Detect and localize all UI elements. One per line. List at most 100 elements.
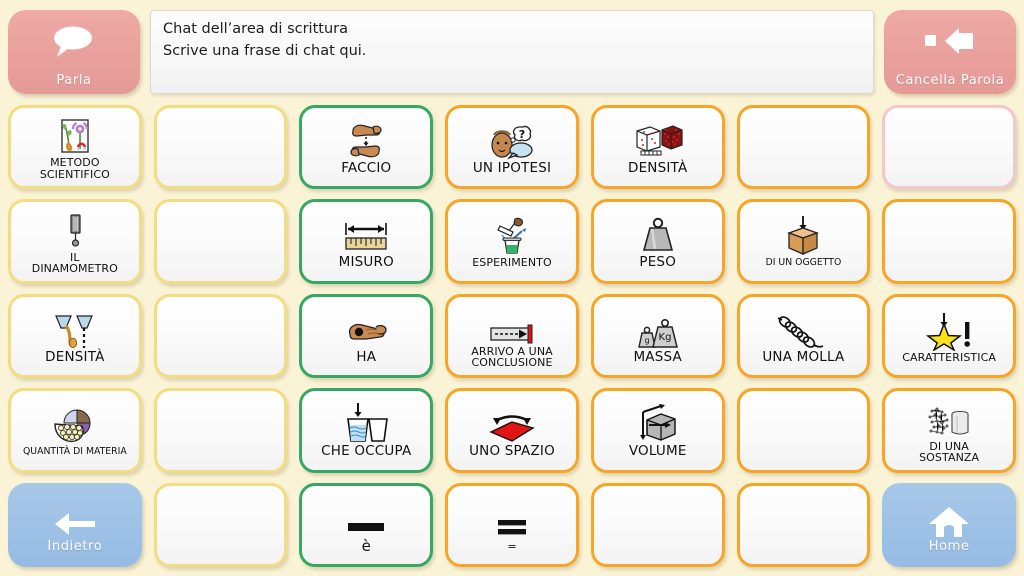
symbol-cell-una-molla[interactable]: UNA MOLLA: [736, 293, 871, 379]
grid-cell-wrap: [876, 100, 1022, 194]
speak-button[interactable]: Parla: [8, 10, 140, 94]
box-object-icon: [783, 215, 823, 257]
symbol-cell-label: CHE OCCUPA: [321, 442, 412, 459]
symbol-cell-faccio[interactable]: FACCIO: [299, 105, 434, 190]
ruler-measure-icon: [340, 213, 392, 255]
grid-cell-wrap: QUANTITÀ DI MATERIA: [2, 383, 148, 477]
symbol-cell-empty[interactable]: [153, 105, 288, 190]
symbol-cell-metodo-scientifico[interactable]: METODO SCIENTIFICO: [8, 105, 142, 190]
symbol-cell-label: PESO: [639, 254, 677, 271]
grid-cell-wrap: UNA MOLLA: [731, 289, 877, 383]
symbol-cell-label: HA: [356, 348, 377, 365]
chat-writing-area[interactable]: Chat dell’area di scrittura Scrive una f…: [150, 10, 874, 94]
symbol-cell-empty[interactable]: [153, 293, 288, 379]
symbol-cell-label: è: [361, 536, 371, 555]
symbol-cell-il-dinamometro[interactable]: IL DINAMOMETRO: [8, 199, 142, 284]
grid-cell-wrap: DI UNA SOSTANZA: [876, 383, 1022, 477]
grid-cell-wrap: CHE OCCUPA: [293, 383, 439, 477]
glass-fill-icon: [343, 402, 389, 444]
symbol-cell-label: UN IPOTESI: [472, 159, 552, 176]
back-button-label: Indietro: [47, 538, 103, 554]
symbol-cell-label: VOLUME: [628, 442, 687, 459]
backspace-icon: [884, 10, 1016, 72]
symbol-cell-label: DI UN OGGETTO: [765, 257, 842, 269]
grid-cell-wrap: Indietro: [2, 478, 148, 572]
symbol-cell-empty[interactable]: [736, 105, 871, 190]
symbol-cell-empty[interactable]: [882, 105, 1016, 190]
speak-label: Parla: [56, 73, 92, 88]
grid-cell-wrap: UNO SPAZIO: [439, 383, 585, 477]
symbol-cell-uno-spazio[interactable]: UNO SPAZIO: [445, 388, 579, 473]
grid-cell-wrap: [876, 194, 1022, 288]
weight-icon: [638, 213, 678, 255]
symbol-cell-label: DENSITÀ: [627, 159, 688, 176]
symbol-cell-misuro[interactable]: MISURO: [299, 199, 434, 284]
symbol-grid: METODO SCIENTIFICO FACCIO: [0, 100, 1024, 576]
symbol-cell-empty[interactable]: [153, 482, 288, 567]
speech-bubble-icon: [8, 10, 140, 72]
grid-cell-wrap: [148, 100, 294, 194]
dynamometer-icon: [62, 209, 88, 251]
grid-cell-wrap: DENSITÀ: [2, 289, 148, 383]
symbol-cell-label: DI UNA SOSTANZA: [919, 439, 980, 464]
svg-text:Kg: Kg: [658, 332, 671, 343]
space-area-icon: [485, 402, 539, 444]
grid-cell-wrap: è: [293, 478, 439, 572]
grid-cell-wrap: g Kg MASSA: [585, 289, 731, 383]
symbol-cell-empty[interactable]: [736, 482, 871, 567]
home-button[interactable]: Home: [882, 482, 1016, 567]
symbol-cell-un-ipotesi[interactable]: ? UN IPOTESI: [445, 105, 579, 190]
grid-cell-wrap: IL DINAMOMETRO: [2, 194, 148, 288]
symbol-cell-label: ARRIVO A UNA CONCLUSIONE: [471, 345, 553, 370]
symbol-cell-caratteristica[interactable]: CARATTERISTICA: [882, 293, 1016, 379]
symbol-cell-esperimento[interactable]: ESPERIMENTO: [445, 199, 579, 284]
symbol-cell-equals[interactable]: =: [445, 482, 579, 567]
grid-cell-wrap: [148, 383, 294, 477]
grid-cell-wrap: VOLUME: [585, 383, 731, 477]
symbol-cell-densita-cubi[interactable]: DENSITÀ: [590, 105, 725, 190]
back-button[interactable]: Indietro: [8, 482, 142, 567]
experiment-beaker-icon: [491, 214, 533, 256]
grid-cell-wrap: PESO: [585, 194, 731, 288]
symbol-cell-quantita-di-materia[interactable]: QUANTITÀ DI MATERIA: [8, 388, 142, 473]
symbol-cell-label: METODO SCIENTIFICO: [39, 156, 110, 181]
symbol-cell-label: CARATTERISTICA: [902, 350, 996, 364]
hypothesis-thinking-icon: ?: [487, 119, 537, 161]
grid-cell-wrap: DENSITÀ: [585, 100, 731, 194]
symbol-cell-label: UNA MOLLA: [762, 348, 845, 365]
scientific-method-icon: [55, 114, 95, 156]
grid-cell-wrap: =: [439, 478, 585, 572]
grid-cell-wrap: [148, 478, 294, 572]
symbol-cell-label: FACCIO: [341, 159, 392, 176]
symbol-cell-di-un-oggetto[interactable]: DI UN OGGETTO: [736, 199, 871, 284]
grid-cell-wrap: [585, 478, 731, 572]
delete-word-button[interactable]: Cancella Parola: [884, 10, 1016, 94]
grid-cell-wrap: ARRIVO A UNA CONCLUSIONE: [439, 289, 585, 383]
symbol-cell-che-occupa[interactable]: CHE OCCUPA: [299, 388, 434, 473]
matter-quantity-icon: [51, 404, 99, 446]
density-cubes-icon: [632, 119, 684, 161]
symbol-cell-volume[interactable]: VOLUME: [590, 388, 725, 473]
weights-kg-icon: g Kg: [634, 308, 682, 350]
symbol-cell-peso[interactable]: PESO: [590, 199, 725, 284]
grid-cell-wrap: ? UN IPOTESI: [439, 100, 585, 194]
symbol-cell-di-una-sostanza[interactable]: DI UNA SOSTANZA: [882, 388, 1016, 473]
grid-cell-wrap: [731, 383, 877, 477]
symbol-cell-empty[interactable]: [153, 199, 288, 284]
symbol-cell-label: DENSITÀ: [45, 348, 105, 365]
symbol-cell-densita-miele[interactable]: DENSITÀ: [8, 293, 142, 379]
symbol-cell-e-verb[interactable]: è: [299, 482, 434, 567]
symbol-cell-massa[interactable]: g Kg MASSA: [590, 293, 725, 379]
symbol-cell-empty[interactable]: [590, 482, 725, 567]
symbol-cell-empty[interactable]: [736, 388, 871, 473]
symbol-cell-label: UNO SPAZIO: [469, 442, 555, 459]
symbol-cell-arrivo-conclusione[interactable]: ARRIVO A UNA CONCLUSIONE: [445, 293, 579, 379]
toolbar: Parla Chat dell’area di scrittura Scrive…: [0, 0, 1024, 100]
home-icon: [927, 497, 971, 539]
symbol-cell-empty[interactable]: [882, 199, 1016, 284]
symbol-cell-empty[interactable]: [153, 388, 288, 473]
grid-cell-wrap: Home: [876, 478, 1022, 572]
symbol-cell-ha[interactable]: HA: [299, 293, 434, 379]
home-button-label: Home: [928, 538, 970, 554]
symbol-cell-label: QUANTITÀ DI MATERIA: [22, 446, 127, 458]
